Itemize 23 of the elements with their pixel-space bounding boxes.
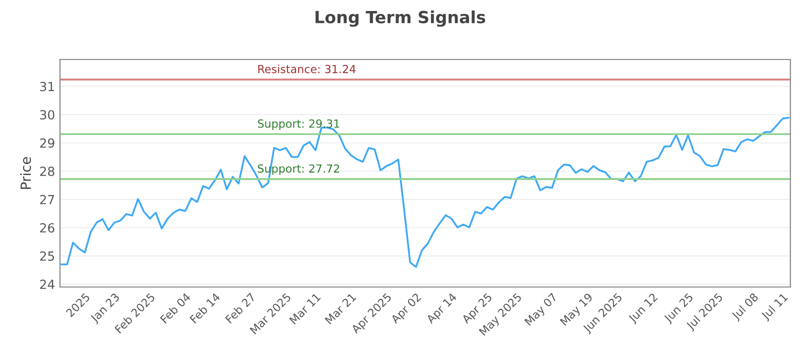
x-tick-label: Jul 11 [760, 292, 790, 322]
x-tick-label: Mar 11 [289, 292, 321, 324]
chart-title: Long Term Signals [316, 10, 486, 27]
y-tick-label: 28 [40, 166, 54, 176]
x-tick-label: Feb 27 [224, 292, 256, 324]
y-tick-label: 29 [40, 138, 54, 148]
y-tick-label: 25 [40, 251, 54, 261]
x-tick-label: Feb 14 [189, 292, 221, 324]
y-tick-label: 31 [40, 82, 54, 92]
line-series [60, 116, 790, 268]
x-tick-label: Mar 21 [324, 292, 356, 324]
x-tick-label: Jan 23 [90, 292, 122, 324]
y-tick-label: 26 [40, 223, 54, 233]
y-tick-label: 24 [40, 280, 54, 289]
x-tick-label: Jun 12 [628, 292, 660, 325]
y-tick-label: 27 [40, 194, 54, 204]
y-tick-label: 30 [40, 110, 54, 120]
y-axis-title: Price [20, 157, 31, 189]
x-tick-label: Jul 08 [730, 292, 760, 322]
x-tick-label: Apr 02 [390, 292, 423, 326]
ref-line-label: Resistance: 31.24 [258, 64, 356, 74]
x-tick-label: Apr 14 [426, 292, 459, 326]
ref-line-label: Support: 29.31 [258, 119, 340, 130]
